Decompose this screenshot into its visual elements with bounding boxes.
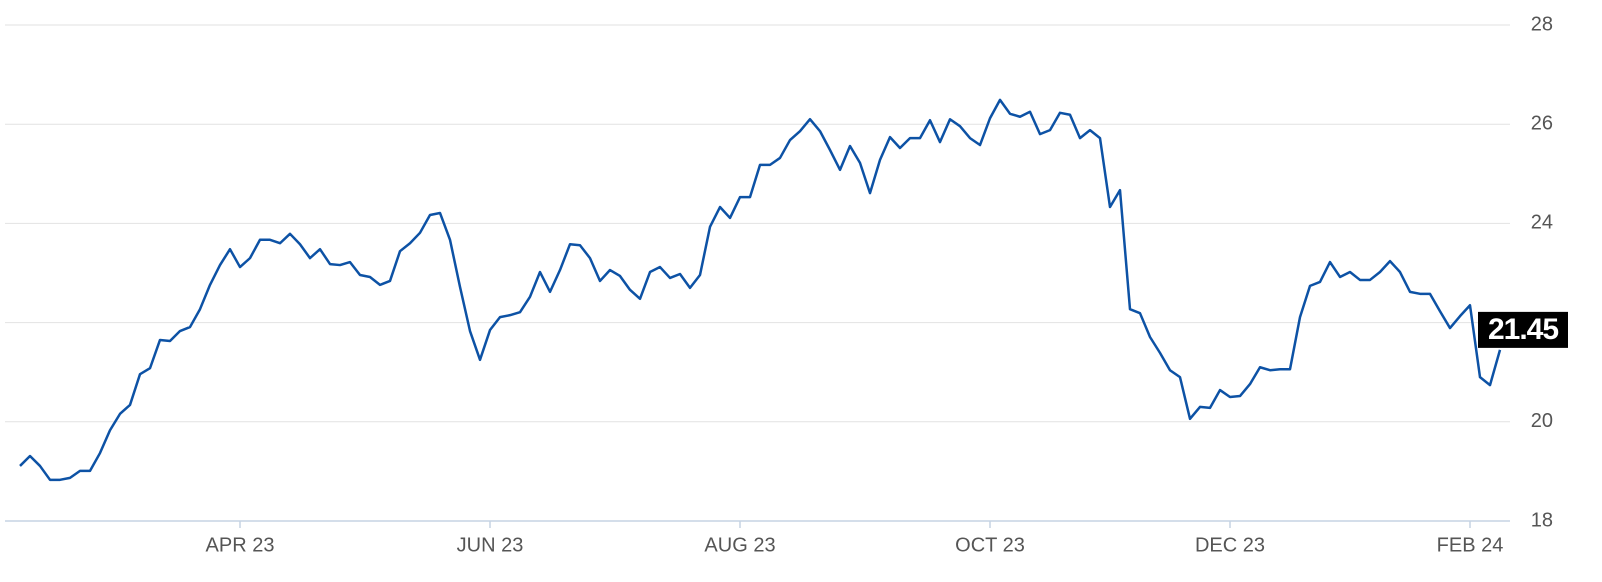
price-line (19, 98, 1502, 482)
y-tick-label: 26 (1531, 112, 1553, 134)
y-tick-label: 28 (1531, 13, 1553, 35)
x-tick-label: OCT 23 (955, 534, 1025, 556)
y-tick-label: 20 (1531, 410, 1553, 432)
last-value-label: 21.45 (1488, 313, 1558, 346)
x-tick-label: AUG 23 (704, 534, 775, 556)
y-tick-label: 18 (1531, 509, 1553, 531)
x-tick-label: JUN 23 (457, 534, 524, 556)
x-tick-label: FEB 24 (1437, 534, 1504, 556)
x-tick-label: DEC 23 (1195, 534, 1265, 556)
y-tick-label: 24 (1531, 212, 1553, 234)
last-value-box (1478, 311, 1568, 348)
x-tick-label: APR 23 (206, 534, 275, 556)
